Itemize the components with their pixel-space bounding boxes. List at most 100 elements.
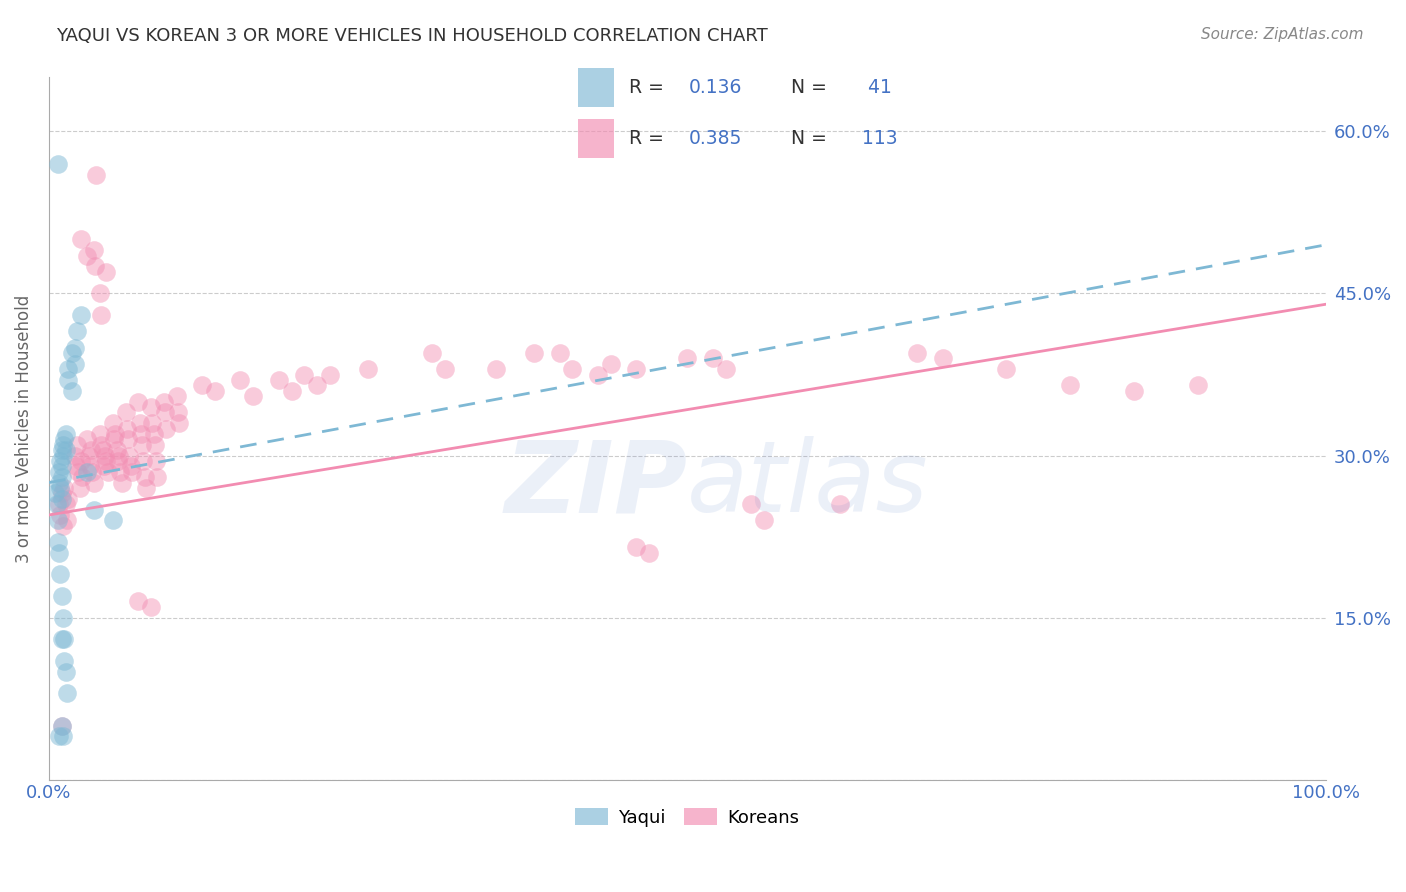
Point xyxy=(83,244,105,258)
Point xyxy=(53,481,76,495)
Point xyxy=(305,378,328,392)
Point xyxy=(96,265,118,279)
Text: 41: 41 xyxy=(862,78,891,96)
Point xyxy=(146,470,169,484)
Point xyxy=(740,497,762,511)
Point xyxy=(139,599,162,614)
Point xyxy=(93,459,115,474)
Point xyxy=(107,454,129,468)
Text: 0.385: 0.385 xyxy=(689,128,742,148)
Point xyxy=(89,286,111,301)
Point xyxy=(167,416,190,430)
Text: YAQUI VS KOREAN 3 OR MORE VEHICLES IN HOUSEHOLD CORRELATION CHART: YAQUI VS KOREAN 3 OR MORE VEHICLES IN HO… xyxy=(56,27,768,45)
Point xyxy=(48,497,70,511)
Point xyxy=(830,497,852,511)
Point xyxy=(53,433,76,447)
Point xyxy=(51,470,73,484)
Point xyxy=(132,454,155,468)
Point xyxy=(51,589,73,603)
Point xyxy=(53,654,76,668)
Point xyxy=(267,373,290,387)
Point xyxy=(60,346,83,360)
Point xyxy=(134,470,156,484)
Point xyxy=(108,449,131,463)
Point xyxy=(44,486,66,500)
Point xyxy=(65,459,87,474)
Point xyxy=(191,378,214,392)
Point xyxy=(90,438,112,452)
Point xyxy=(89,426,111,441)
Point xyxy=(82,465,104,479)
Point xyxy=(84,168,107,182)
Point xyxy=(83,502,105,516)
Point xyxy=(69,481,91,495)
Point xyxy=(561,362,583,376)
Point xyxy=(55,497,77,511)
Point xyxy=(97,465,120,479)
Bar xyxy=(578,68,613,106)
Point xyxy=(66,324,89,338)
Text: 113: 113 xyxy=(862,128,897,148)
Point xyxy=(80,443,103,458)
Point xyxy=(433,362,456,376)
Point xyxy=(111,475,134,490)
Point xyxy=(420,346,443,360)
Point xyxy=(48,730,70,744)
Point xyxy=(56,373,79,387)
Point xyxy=(56,362,79,376)
Point xyxy=(995,362,1018,376)
Point xyxy=(51,491,73,506)
Point xyxy=(131,438,153,452)
Point xyxy=(52,438,75,452)
Point xyxy=(714,362,737,376)
Point xyxy=(46,513,69,527)
Point xyxy=(56,513,79,527)
Point xyxy=(357,362,380,376)
Point xyxy=(242,389,264,403)
Point xyxy=(49,481,72,495)
Point xyxy=(45,497,67,511)
Point xyxy=(752,513,775,527)
Point xyxy=(52,518,75,533)
Point xyxy=(139,400,162,414)
Point xyxy=(96,454,118,468)
Point xyxy=(624,362,647,376)
Point xyxy=(52,610,75,624)
Point xyxy=(110,465,132,479)
Point xyxy=(51,486,73,500)
Point xyxy=(83,475,105,490)
Point xyxy=(166,389,188,403)
Point xyxy=(51,718,73,732)
Point xyxy=(66,438,89,452)
Text: atlas: atlas xyxy=(688,436,929,533)
Point xyxy=(638,546,661,560)
Point xyxy=(49,454,72,468)
Point xyxy=(548,346,571,360)
Point xyxy=(142,426,165,441)
Point xyxy=(55,443,77,458)
Point xyxy=(48,546,70,560)
Point xyxy=(155,421,177,435)
Point xyxy=(51,632,73,647)
Text: Source: ZipAtlas.com: Source: ZipAtlas.com xyxy=(1201,27,1364,42)
Point xyxy=(129,426,152,441)
Point xyxy=(52,730,75,744)
Point xyxy=(70,470,93,484)
Point xyxy=(128,416,150,430)
Point xyxy=(46,535,69,549)
Point xyxy=(104,426,127,441)
Point xyxy=(145,454,167,468)
Point xyxy=(624,541,647,555)
Point xyxy=(70,232,93,246)
Point xyxy=(48,475,70,490)
Point xyxy=(60,384,83,398)
Point xyxy=(1059,378,1081,392)
Point xyxy=(114,405,136,419)
Point xyxy=(676,351,699,366)
Point xyxy=(49,508,72,522)
Point xyxy=(63,341,86,355)
Point xyxy=(586,368,609,382)
Point xyxy=(90,308,112,322)
Text: N =: N = xyxy=(790,128,832,148)
Y-axis label: 3 or more Vehicles in Household: 3 or more Vehicles in Household xyxy=(15,294,32,563)
